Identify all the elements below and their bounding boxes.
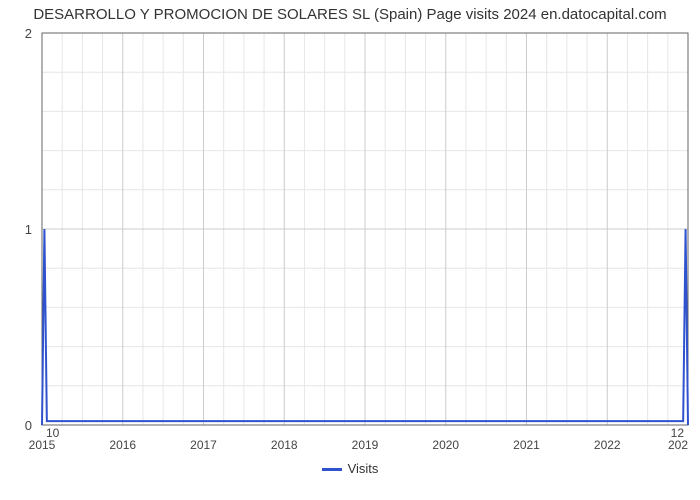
chart-plot-area: 0122015201620172018201920202021202220210… xyxy=(0,25,700,455)
chart-title: DESARROLLO Y PROMOCION DE SOLARES SL (Sp… xyxy=(0,0,700,25)
svg-text:1: 1 xyxy=(25,222,32,237)
svg-text:12: 12 xyxy=(671,426,685,440)
svg-text:2: 2 xyxy=(25,26,32,41)
legend-swatch-visits xyxy=(322,468,342,471)
svg-text:0: 0 xyxy=(25,418,32,433)
legend-label-visits: Visits xyxy=(348,461,379,476)
svg-text:2015: 2015 xyxy=(29,438,56,452)
svg-text:2016: 2016 xyxy=(109,438,136,452)
svg-text:2017: 2017 xyxy=(190,438,217,452)
svg-text:2020: 2020 xyxy=(432,438,459,452)
svg-text:10: 10 xyxy=(46,426,60,440)
svg-text:2022: 2022 xyxy=(594,438,621,452)
svg-text:202: 202 xyxy=(668,438,688,452)
svg-text:2021: 2021 xyxy=(513,438,540,452)
svg-text:2018: 2018 xyxy=(271,438,298,452)
svg-text:2019: 2019 xyxy=(352,438,379,452)
chart-legend: Visits xyxy=(0,455,700,476)
